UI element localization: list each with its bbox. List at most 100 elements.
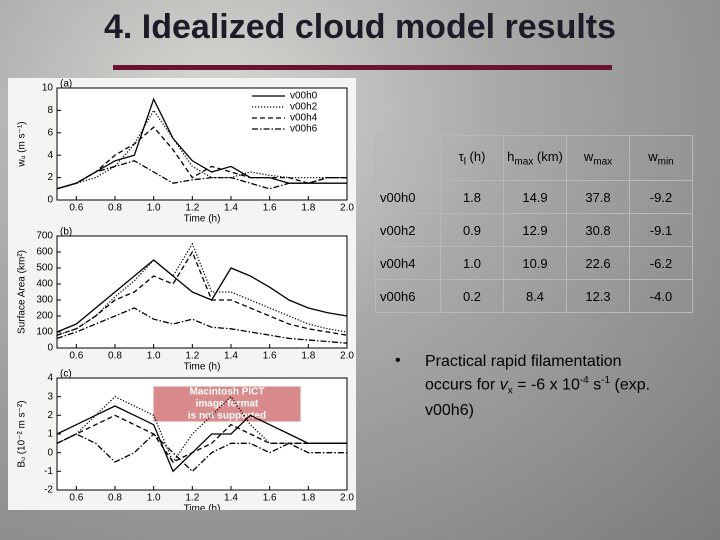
x-axis-label: Time (h) [184, 362, 221, 373]
x-tick-label: 1.8 [301, 493, 315, 504]
table-cell: -6.2 [629, 246, 693, 280]
header-sub: max [514, 156, 534, 168]
results-table: τl (h) hmax (km) wmax wmin v00h0 1.8 14.9 37.8-… [375, 135, 693, 313]
panel-label: (c) [60, 369, 72, 380]
series-line [56, 433, 347, 473]
y-tick-label: 300 [36, 295, 53, 306]
table-cell: 10.9 [503, 246, 567, 280]
bullet-part: s [588, 376, 602, 394]
table-row: v00h4 1.0 10.9 22.6 -6.2 [375, 246, 693, 280]
y-tick-label: 700 [36, 231, 53, 242]
x-tick-label: 0.8 [108, 203, 122, 214]
header-main: h [507, 148, 515, 164]
x-tick-label: 1.0 [147, 351, 161, 362]
header-main: τ [458, 148, 464, 164]
series-line [56, 160, 347, 190]
table-cell: 22.6 [566, 246, 630, 280]
x-tick-label: 1.8 [301, 203, 315, 214]
header-cell: wmin [629, 135, 693, 181]
y-axis-label: Surface Area (km²) [17, 250, 28, 334]
legend-label: v00h2 [290, 102, 318, 113]
y-tick-label: 4 [47, 373, 53, 384]
x-tick-label: 0.8 [108, 351, 122, 362]
y-tick-label: 2 [47, 410, 53, 421]
header-rest: (km) [533, 148, 563, 164]
x-tick-label: 1.6 [263, 493, 277, 504]
series-line [56, 395, 347, 464]
y-tick-label: -1 [44, 466, 53, 477]
y-tick-label: -2 [44, 485, 53, 496]
x-tick-label: 1.8 [301, 351, 315, 362]
table-cell: 0.9 [440, 213, 504, 247]
x-tick-label: 2.0 [340, 351, 354, 362]
notice-box [152, 385, 302, 423]
header-cell: wmax [566, 135, 630, 181]
bullet-part: x [507, 385, 513, 397]
y-axis-label: Bᵤ (10⁻² m s⁻²) [17, 400, 28, 467]
bullet-part: = -6 x 10 [512, 376, 580, 394]
series-line [56, 414, 347, 463]
bullet-part: (exp. v00h6) [425, 376, 651, 419]
y-tick-label: 0 [47, 447, 53, 458]
y-tick-label: 6 [47, 127, 53, 138]
bullet-part: -4 [579, 375, 589, 386]
legend-label: v00h0 [290, 91, 318, 102]
x-axis-label: Time (h) [184, 214, 221, 225]
table-cell: v00h0 [375, 180, 441, 214]
x-tick-label: 1.4 [224, 493, 238, 504]
table-cell: 14.9 [503, 180, 567, 214]
header-row: τl (h) hmax (km) wmax wmin [375, 135, 693, 181]
table-cell: 1.0 [440, 246, 504, 280]
table-cell: 8.4 [503, 279, 567, 313]
table-row: v00h6 0.2 8.4 12.3 -4.0 [375, 279, 693, 313]
table-row: v00h0 1.8 14.9 37.8 -9.2 [375, 180, 693, 214]
table-cell: -9.1 [629, 213, 693, 247]
x-tick-label: 1.0 [147, 493, 161, 504]
y-tick-label: 4 [47, 150, 53, 161]
table-cell: 30.8 [566, 213, 630, 247]
table-cell: 0.2 [440, 279, 504, 313]
series-line [56, 126, 347, 190]
slide-title: 4. Idealized cloud model results [103, 8, 617, 46]
x-tick-label: 1.2 [185, 203, 199, 214]
table-cell: 12.9 [503, 213, 567, 247]
bullet-part: Practical rapid filamentation occurs for [425, 353, 622, 394]
series-line [56, 250, 348, 336]
series-line [56, 109, 347, 190]
header-sub: l [463, 156, 466, 168]
table-cell: v00h2 [375, 213, 441, 247]
x-tick-label: 1.2 [185, 351, 199, 362]
series-line [56, 405, 347, 473]
y-tick-label: 100 [36, 327, 53, 338]
y-tick-label: 600 [36, 247, 53, 258]
y-tick-label: 0 [47, 195, 53, 206]
x-tick-label: 2.0 [340, 203, 354, 214]
bullet-part: -1 [601, 375, 611, 386]
plot-area [56, 235, 348, 349]
legend-label: v00h6 [290, 124, 318, 135]
x-tick-label: 1.6 [263, 203, 277, 214]
table-cell: -4.0 [629, 279, 693, 313]
header-main: w [583, 148, 594, 164]
header-sub: min [657, 156, 674, 168]
header-cell: hmax (km) [503, 135, 567, 181]
bullet-part: v [499, 376, 508, 394]
y-tick-label: 200 [36, 311, 53, 322]
series-line [56, 242, 348, 336]
y-tick-label: 0 [47, 343, 53, 354]
header-rest: (h) [465, 148, 486, 164]
y-tick-label: 1 [47, 429, 53, 440]
table-cell: v00h4 [375, 246, 441, 280]
table-cell: v00h6 [375, 279, 441, 313]
bullet: • Practical rapid filamentation occurs f… [395, 352, 665, 420]
y-tick-label: 10 [42, 83, 54, 94]
notice-text: is not supported [188, 411, 266, 422]
x-tick-label: 0.8 [108, 493, 122, 504]
x-tick-label: 1.2 [185, 493, 199, 504]
header-main: w [648, 148, 658, 164]
x-tick-label: 2.0 [340, 493, 354, 504]
header-sub: max [593, 156, 613, 168]
plot-area [56, 87, 348, 201]
corner-cell [375, 135, 441, 181]
